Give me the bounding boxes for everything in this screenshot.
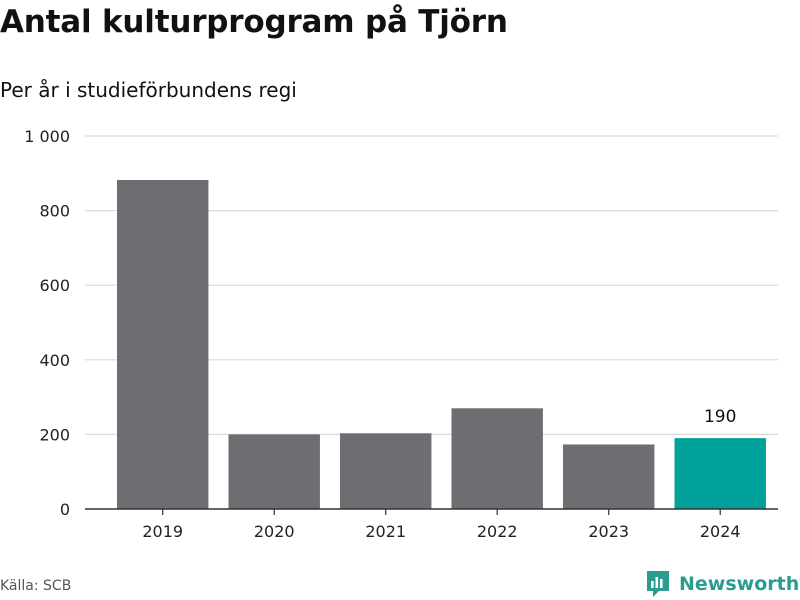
- y-tick-label: 400: [39, 351, 70, 370]
- bar-2023: [563, 444, 655, 509]
- bar-2020: [228, 434, 320, 509]
- y-tick-label: 200: [39, 425, 70, 444]
- bar-2024: [674, 438, 766, 509]
- x-tick-label: 2024: [700, 522, 741, 541]
- chart-subtitle: Per år i studieförbundens regi: [0, 78, 297, 102]
- x-tick-label: 2020: [254, 522, 295, 541]
- bar-2022: [451, 408, 543, 509]
- x-tick-label: 2022: [477, 522, 518, 541]
- y-axis-ticks: 0 200 400 600 800 1 000: [24, 127, 70, 519]
- chart-title: Antal kulturprogram på Tjörn: [0, 4, 508, 40]
- x-axis-ticks: 2019 2020 2021 2022 2023 2024: [142, 509, 741, 541]
- bar-2021: [340, 433, 432, 509]
- bars: [117, 180, 766, 509]
- x-tick-label: 2019: [142, 522, 183, 541]
- source-note: Källa: SCB: [0, 578, 72, 594]
- brand-name: Newsworthy: [679, 573, 800, 595]
- newsworthy-logo-icon: [647, 571, 669, 597]
- brand-logo: Newsworthy: [645, 569, 800, 599]
- x-tick-label: 2023: [588, 522, 629, 541]
- data-label: 190: [704, 407, 736, 427]
- y-tick-label: 600: [39, 276, 70, 295]
- bar-2019: [117, 180, 209, 509]
- y-tick-label: 800: [39, 202, 70, 221]
- y-tick-label: 0: [60, 500, 70, 519]
- x-tick-label: 2021: [365, 522, 406, 541]
- y-tick-label: 1 000: [24, 127, 70, 146]
- data-labels: 190: [704, 407, 736, 427]
